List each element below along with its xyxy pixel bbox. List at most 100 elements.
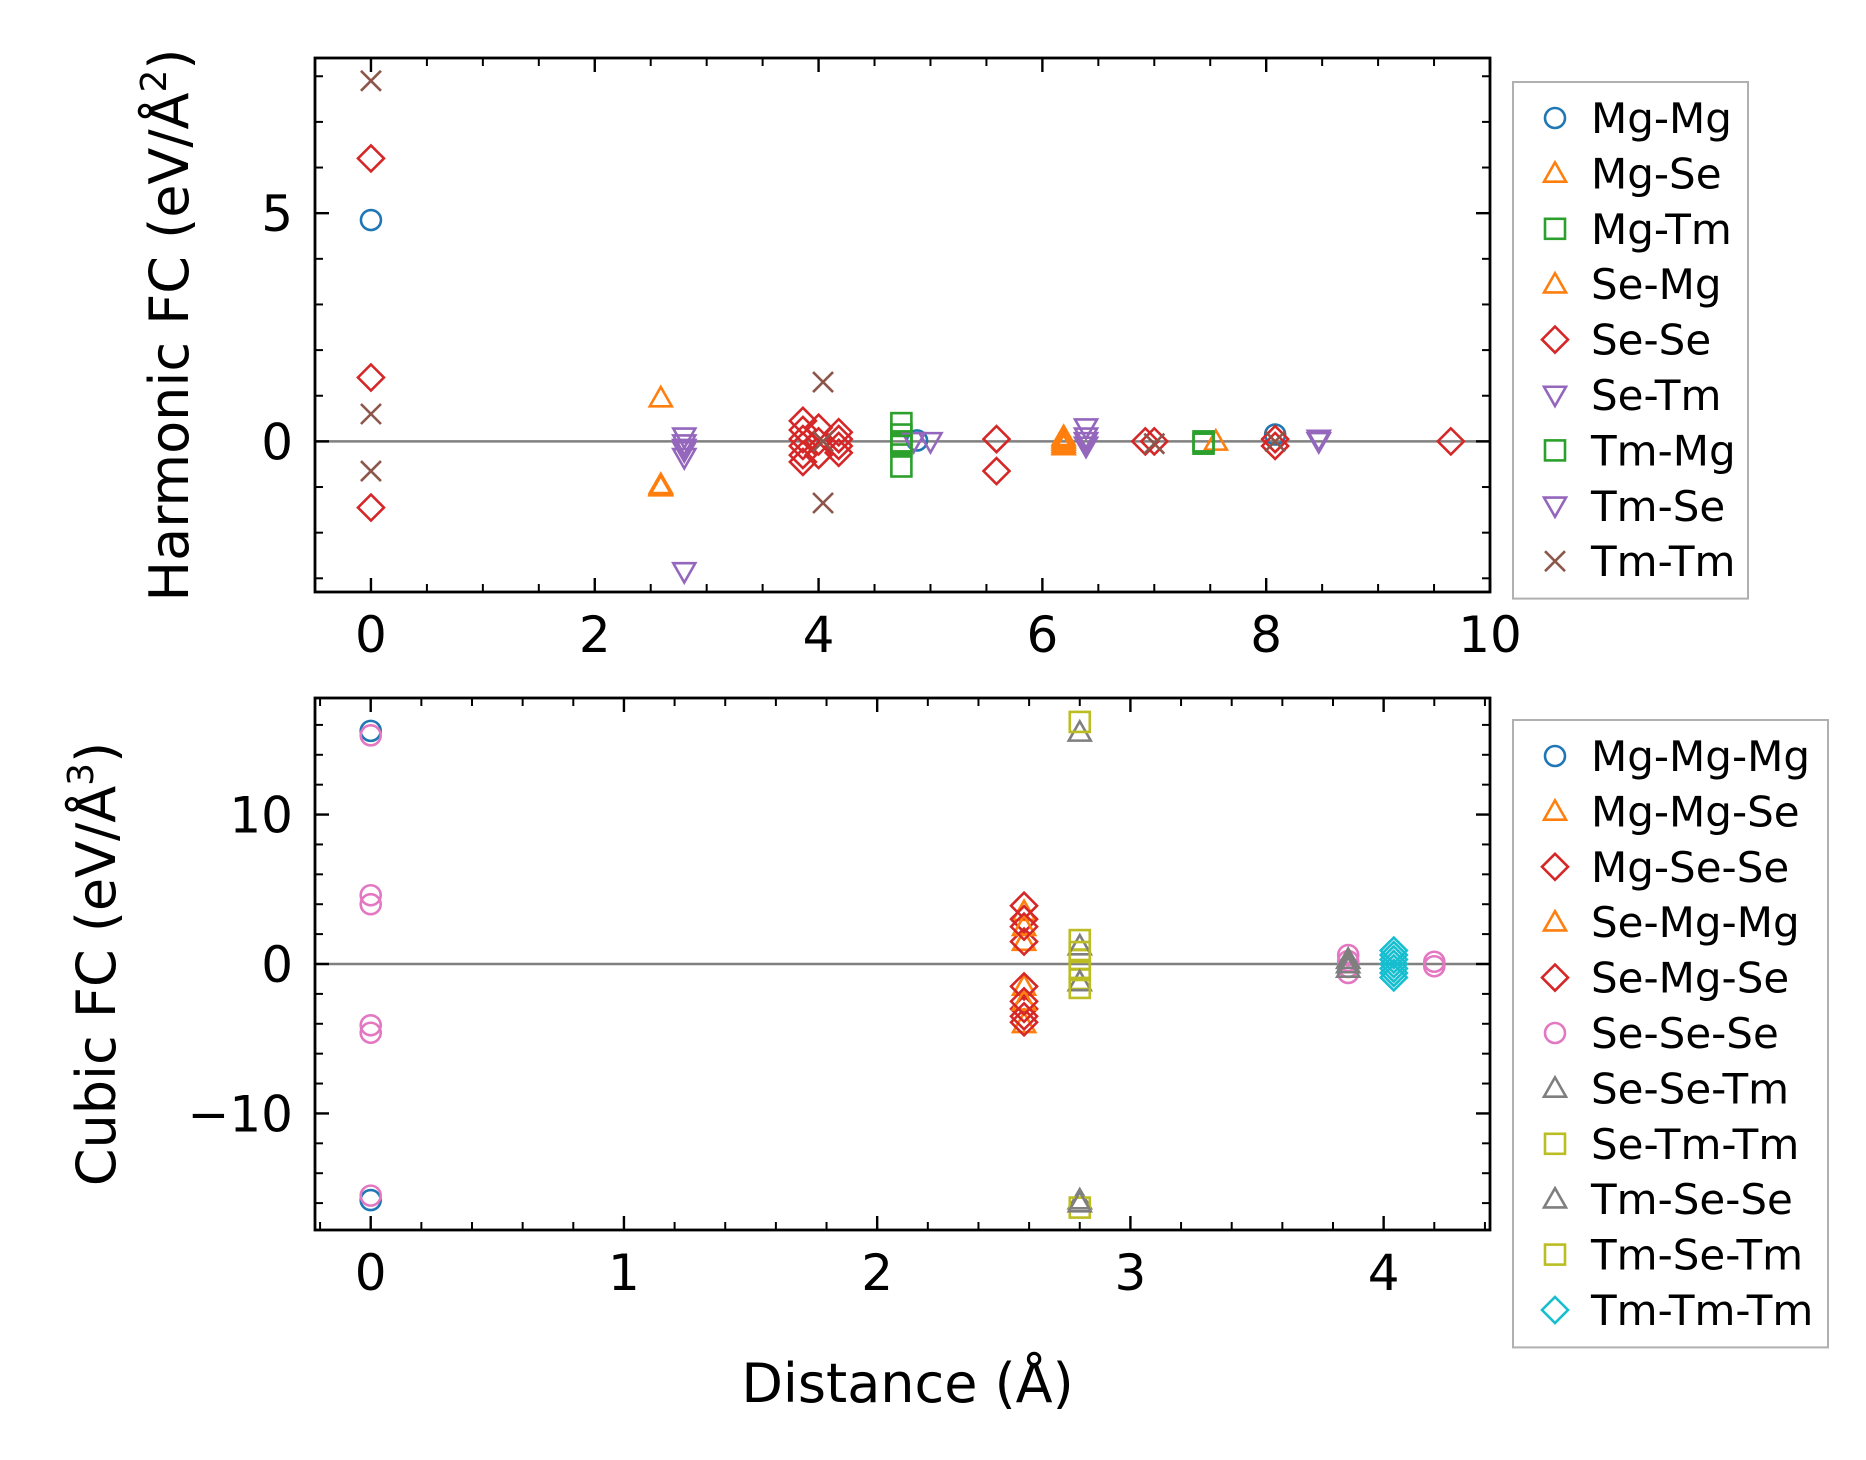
legend: Mg-Mg-Mg Mg-Mg-Se Mg-Se-Se Se-Mg-Mg Se-Mg-Se…	[1512, 719, 1829, 1349]
legend-marker	[1541, 159, 1569, 183]
data-point	[1143, 432, 1166, 455]
data-point	[1334, 950, 1362, 974]
series-tm-mg	[890, 430, 913, 458]
x-tick-label: 4	[1368, 1244, 1400, 1302]
data-point	[1066, 932, 1094, 956]
data-point	[1260, 431, 1290, 461]
data-point	[1066, 1189, 1094, 1213]
data-point	[812, 371, 834, 393]
legend-label: Se-Tm	[1591, 371, 1721, 420]
data-point	[1422, 950, 1446, 974]
data-point	[788, 447, 818, 477]
x-tick-label: 8	[1250, 606, 1282, 664]
series-se-mg	[647, 425, 1077, 496]
legend-label: Se-Mg-Se	[1591, 954, 1789, 1003]
legend-marker	[1543, 1132, 1567, 1156]
data-point	[360, 460, 382, 482]
legend-item: Se-Tm-Tm	[1543, 1120, 1799, 1169]
data-point	[1072, 436, 1100, 460]
data-point	[1009, 890, 1039, 921]
y-tick-label: −10	[187, 1085, 293, 1143]
series-se-tm	[671, 418, 1333, 471]
data-point	[647, 384, 675, 408]
data-point	[981, 456, 1012, 486]
data-point	[359, 892, 383, 916]
data-point	[1068, 976, 1092, 1000]
series-tm-tm-tm	[1378, 935, 1409, 993]
data-point	[890, 455, 913, 478]
data-point	[1009, 911, 1039, 942]
legend-marker	[1541, 797, 1569, 821]
plot-frame	[313, 696, 1492, 1232]
y-tick-label: 10	[229, 787, 293, 845]
legend-marker	[1540, 1295, 1570, 1325]
legend-marker	[1541, 385, 1569, 409]
data-point	[1009, 986, 1039, 1017]
data-point	[356, 143, 386, 174]
legend-marker	[1540, 324, 1570, 355]
data-point	[359, 883, 383, 907]
data-point	[1009, 904, 1039, 935]
series-tm-tm	[360, 69, 1287, 514]
legend-item: Mg-Mg-Mg	[1543, 732, 1810, 781]
data-point	[1334, 954, 1362, 979]
data-point	[1378, 953, 1409, 984]
legend-marker	[1541, 908, 1569, 932]
data-point	[1072, 431, 1100, 456]
y-axis-label-exponent: 2	[134, 70, 175, 93]
data-point	[671, 447, 698, 471]
axis-ticks	[314, 58, 1492, 592]
y-tick-label: 5	[261, 185, 293, 243]
legend-marker	[1541, 496, 1569, 520]
data-point	[812, 492, 834, 514]
legend-label: Se-Tm-Tm	[1591, 1120, 1799, 1169]
legend-marker	[1541, 270, 1569, 294]
x-tick-label: 10	[1458, 606, 1522, 664]
legend-marker	[1540, 962, 1570, 993]
legend-item: Se-Se-Tm	[1541, 1064, 1789, 1113]
data-point	[1264, 430, 1287, 453]
data-point	[1068, 710, 1092, 734]
legend-item: Se-Mg-Mg	[1541, 898, 1800, 947]
legend-label: Se-Mg	[1591, 260, 1722, 309]
legend-item: Tm-Tm-Tm	[1540, 1286, 1813, 1335]
series-se-se	[356, 143, 1466, 523]
data-point	[812, 430, 834, 453]
y-axis-label: Harmonic FC (eV/Å2)	[134, 49, 201, 602]
data-point	[1009, 1007, 1039, 1038]
legend-label: Tm-Tm	[1590, 537, 1735, 586]
data-point	[1260, 424, 1290, 454]
legend-item: Se-Mg	[1541, 260, 1722, 309]
series-se-se-se	[359, 724, 1446, 1207]
legend-item: Mg-Tm	[1543, 205, 1732, 254]
data-point	[1068, 958, 1092, 982]
data-point	[1010, 927, 1038, 952]
data-point	[1010, 913, 1038, 937]
data-point	[1068, 940, 1092, 964]
data-point	[890, 434, 913, 458]
legend-label: Mg-Se-Se	[1591, 843, 1789, 892]
legend-label: Se-Se	[1591, 316, 1711, 365]
x-tick-label: 3	[1115, 1244, 1147, 1302]
series-mg-mg	[359, 208, 1287, 452]
legend-label: Se-Mg-Mg	[1591, 898, 1800, 947]
data-point	[788, 431, 818, 461]
legend-item: Mg-Mg	[1543, 94, 1732, 143]
legend-label: Mg-Mg-Se	[1591, 787, 1800, 836]
series-se-mg-se	[1009, 911, 1039, 1032]
series-mg-mg-mg	[359, 719, 383, 1212]
legend-label: Mg-Se	[1591, 149, 1722, 198]
legend-item: Mg-Mg-Se	[1541, 787, 1800, 836]
legend-marker	[1543, 217, 1567, 241]
legend-marker	[1541, 1074, 1569, 1098]
legend-item: Mg-Se-Se	[1540, 843, 1789, 892]
y-tick-label: 0	[261, 413, 293, 471]
legend-label: Tm-Se-Tm	[1590, 1231, 1803, 1280]
data-point	[359, 1184, 383, 1207]
x-axis-label: Distance (Å)	[741, 1351, 1073, 1415]
data-point	[1378, 962, 1409, 993]
legend-item: Se-Se-Se	[1543, 1009, 1779, 1058]
data-point	[823, 431, 854, 461]
